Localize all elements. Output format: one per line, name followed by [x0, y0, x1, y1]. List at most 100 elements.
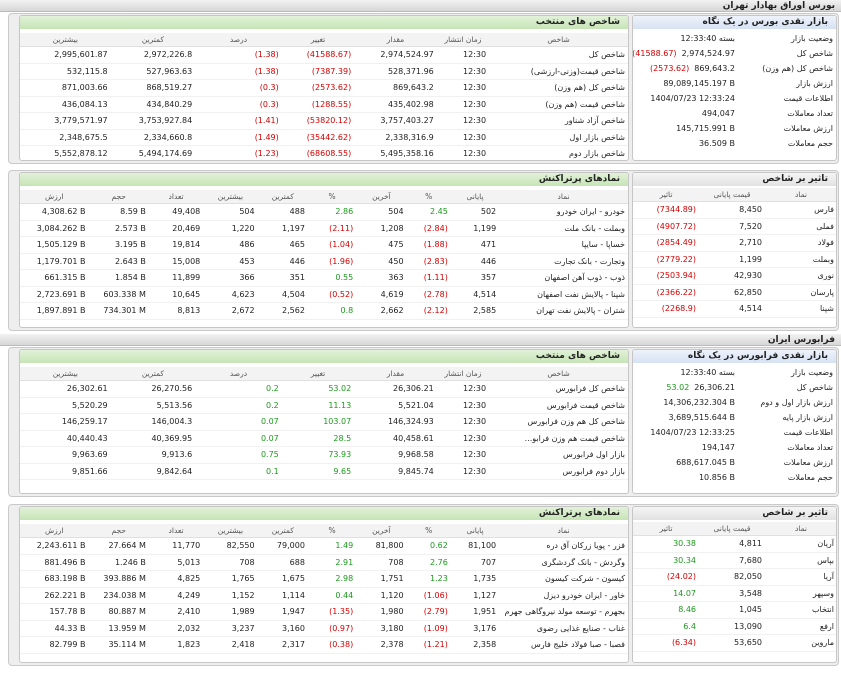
cell: 49,408	[148, 203, 204, 221]
cell: 2,032	[148, 620, 204, 637]
cell: 393.886 M	[88, 570, 149, 588]
cell: 2,334,660.8	[110, 129, 196, 146]
cell: 27.664 M	[88, 537, 149, 555]
cell: (0.38)	[307, 636, 357, 654]
cell: 0.2	[195, 380, 282, 398]
cell: 1,197	[257, 220, 308, 237]
cell: (2.78)	[406, 286, 451, 303]
cell: 1,980	[356, 603, 407, 621]
cell: 12:30	[436, 46, 490, 64]
cell: 0.55	[307, 269, 357, 287]
column-header: نماد	[499, 524, 628, 538]
row-name: آریا	[765, 568, 836, 586]
cell: (1.49)	[195, 129, 282, 146]
glance-label: ارزش بازار اول و دوم	[760, 398, 833, 407]
cell: 12:30	[436, 446, 490, 464]
cell: 12:30	[436, 112, 490, 130]
cell: 0.1	[195, 463, 282, 480]
glance-value: 194,147	[633, 440, 738, 455]
row-name: نوری	[765, 267, 836, 285]
panel-title: نمادهای پرتراکنش	[20, 173, 628, 186]
cell: 42,930	[699, 267, 765, 285]
cell: 3,757,403.27	[354, 112, 437, 130]
column-header: بیشترین	[203, 524, 258, 538]
cell: 366	[203, 269, 258, 287]
column-header: درصد	[195, 367, 282, 381]
row-name: پارسان	[765, 284, 836, 301]
glance-value-text: 194,147	[701, 443, 735, 452]
glance-row: ارزش معاملات 145,715.991 B	[633, 121, 836, 136]
glance-label: وضعیت بازار	[791, 368, 833, 377]
column-header: تعداد	[148, 524, 204, 538]
glance-value-text: 2,974,524.97	[681, 49, 735, 58]
column-header: کمترین	[110, 367, 196, 381]
column-header: کمترین	[257, 190, 308, 204]
glance-row: حجم معاملات 36.509 B	[633, 136, 836, 151]
glance-table: وضعیت بازار بسته 12:33:40 شاخص کل 26,306.21…	[633, 365, 836, 485]
data-row: شاخص کل (هم وزن) 12:30 869,643.2 (2573.62)(…	[20, 79, 628, 97]
cell: (1.88)	[406, 236, 451, 254]
cell: 12:30	[436, 463, 490, 480]
cell: 1,127	[450, 587, 500, 604]
cell: 1,735	[450, 570, 500, 588]
cell: 2,243.611 B	[20, 537, 89, 555]
impact-table: نماد قیمت پایانی تاثیر فارس 8,450 (7344.89) فم…	[633, 188, 836, 318]
glance-value: بسته 12:33:40	[633, 31, 738, 46]
cell: 1,951	[450, 603, 500, 621]
cell: 9,963.69	[20, 446, 111, 464]
cell: (53820.12)	[281, 112, 355, 130]
column-header: تاثیر	[633, 522, 699, 536]
cell: 502	[450, 203, 500, 221]
data-row: شاخص کل فرابورس 12:30 26,306.21 53.02 0.2 26,…	[20, 380, 628, 398]
column-header: تاثیر	[633, 188, 699, 202]
cell: 4,825	[148, 570, 204, 588]
cell: 62,850	[699, 284, 765, 301]
column-header: مقدار	[354, 367, 437, 381]
glance-row: تعداد معاملات 194,147	[633, 440, 836, 455]
cell: 14.07	[633, 585, 699, 602]
row-name: بازار اول فرابورس	[489, 446, 628, 464]
cell: 26,306.21	[354, 380, 437, 398]
glance-value-text: 494,047	[701, 109, 735, 118]
column-header: بیشترین	[203, 190, 258, 204]
glance-value: بسته 12:33:40	[633, 365, 738, 380]
cell: 12:30	[436, 63, 490, 80]
cell: 2,974,524.97	[354, 46, 437, 64]
cell: 12:30	[436, 413, 490, 431]
cell: 7,680	[699, 552, 765, 569]
cell: 869,643.2	[354, 79, 437, 97]
glance-value: 1404/07/23 12:33:24	[633, 91, 738, 106]
cell: (2.84)	[406, 220, 451, 237]
cell: 79,000	[257, 537, 308, 555]
cell: 5,494,174.69	[110, 145, 196, 160]
panel-title: بازار نقدی فرابورس در یک نگاه	[633, 350, 836, 363]
row-name: شاخص قیمت هم وزن فرابو...	[489, 430, 628, 447]
glance-value: 26,306.21 53.02	[633, 380, 738, 395]
glance-change: (41588.67)	[633, 49, 677, 58]
cell: 0.44	[307, 587, 357, 604]
row-name: غناب - صنایع غذایی رضوی	[499, 620, 628, 637]
cell: 1,823	[148, 636, 204, 654]
glance-label: شاخص کل	[796, 383, 833, 392]
cell: (1.38)	[195, 46, 282, 64]
data-row: شاخص قیمت فرابورس 12:30 5,521.04 11.13 0.2 5,…	[20, 397, 628, 414]
header-row: نماد قیمت پایانی تاثیر	[633, 522, 836, 536]
cell: 30.34	[633, 552, 699, 569]
glance-value-text: 1404/07/23 12:33:24	[650, 94, 735, 103]
column-header: آخرین	[356, 190, 407, 204]
cell: 5,520.29	[20, 397, 111, 414]
row-name: وسپهر	[765, 585, 836, 602]
glance-value: 145,715.991 B	[633, 121, 738, 136]
column-header: ارزش	[20, 524, 89, 538]
data-row: شاخص بازار اول 12:30 2,338,316.9 (35442.62)…	[20, 129, 628, 146]
cell: 4,514	[699, 300, 765, 318]
panel-title: تاثیر بر شاخص	[633, 173, 836, 186]
column-header: حجم	[88, 524, 149, 538]
cell: 504	[356, 203, 407, 221]
cell: 3,160	[257, 620, 308, 637]
data-row: نوری 42,930 (2503.94)	[633, 267, 836, 285]
cell: 2,710	[699, 234, 765, 252]
data-row: وبملت 1,199 (2779.22)	[633, 251, 836, 268]
glance-row: ارزش بازار اول و دوم 14,306,232.304 B	[633, 395, 836, 410]
column-header: حجم	[88, 190, 149, 204]
